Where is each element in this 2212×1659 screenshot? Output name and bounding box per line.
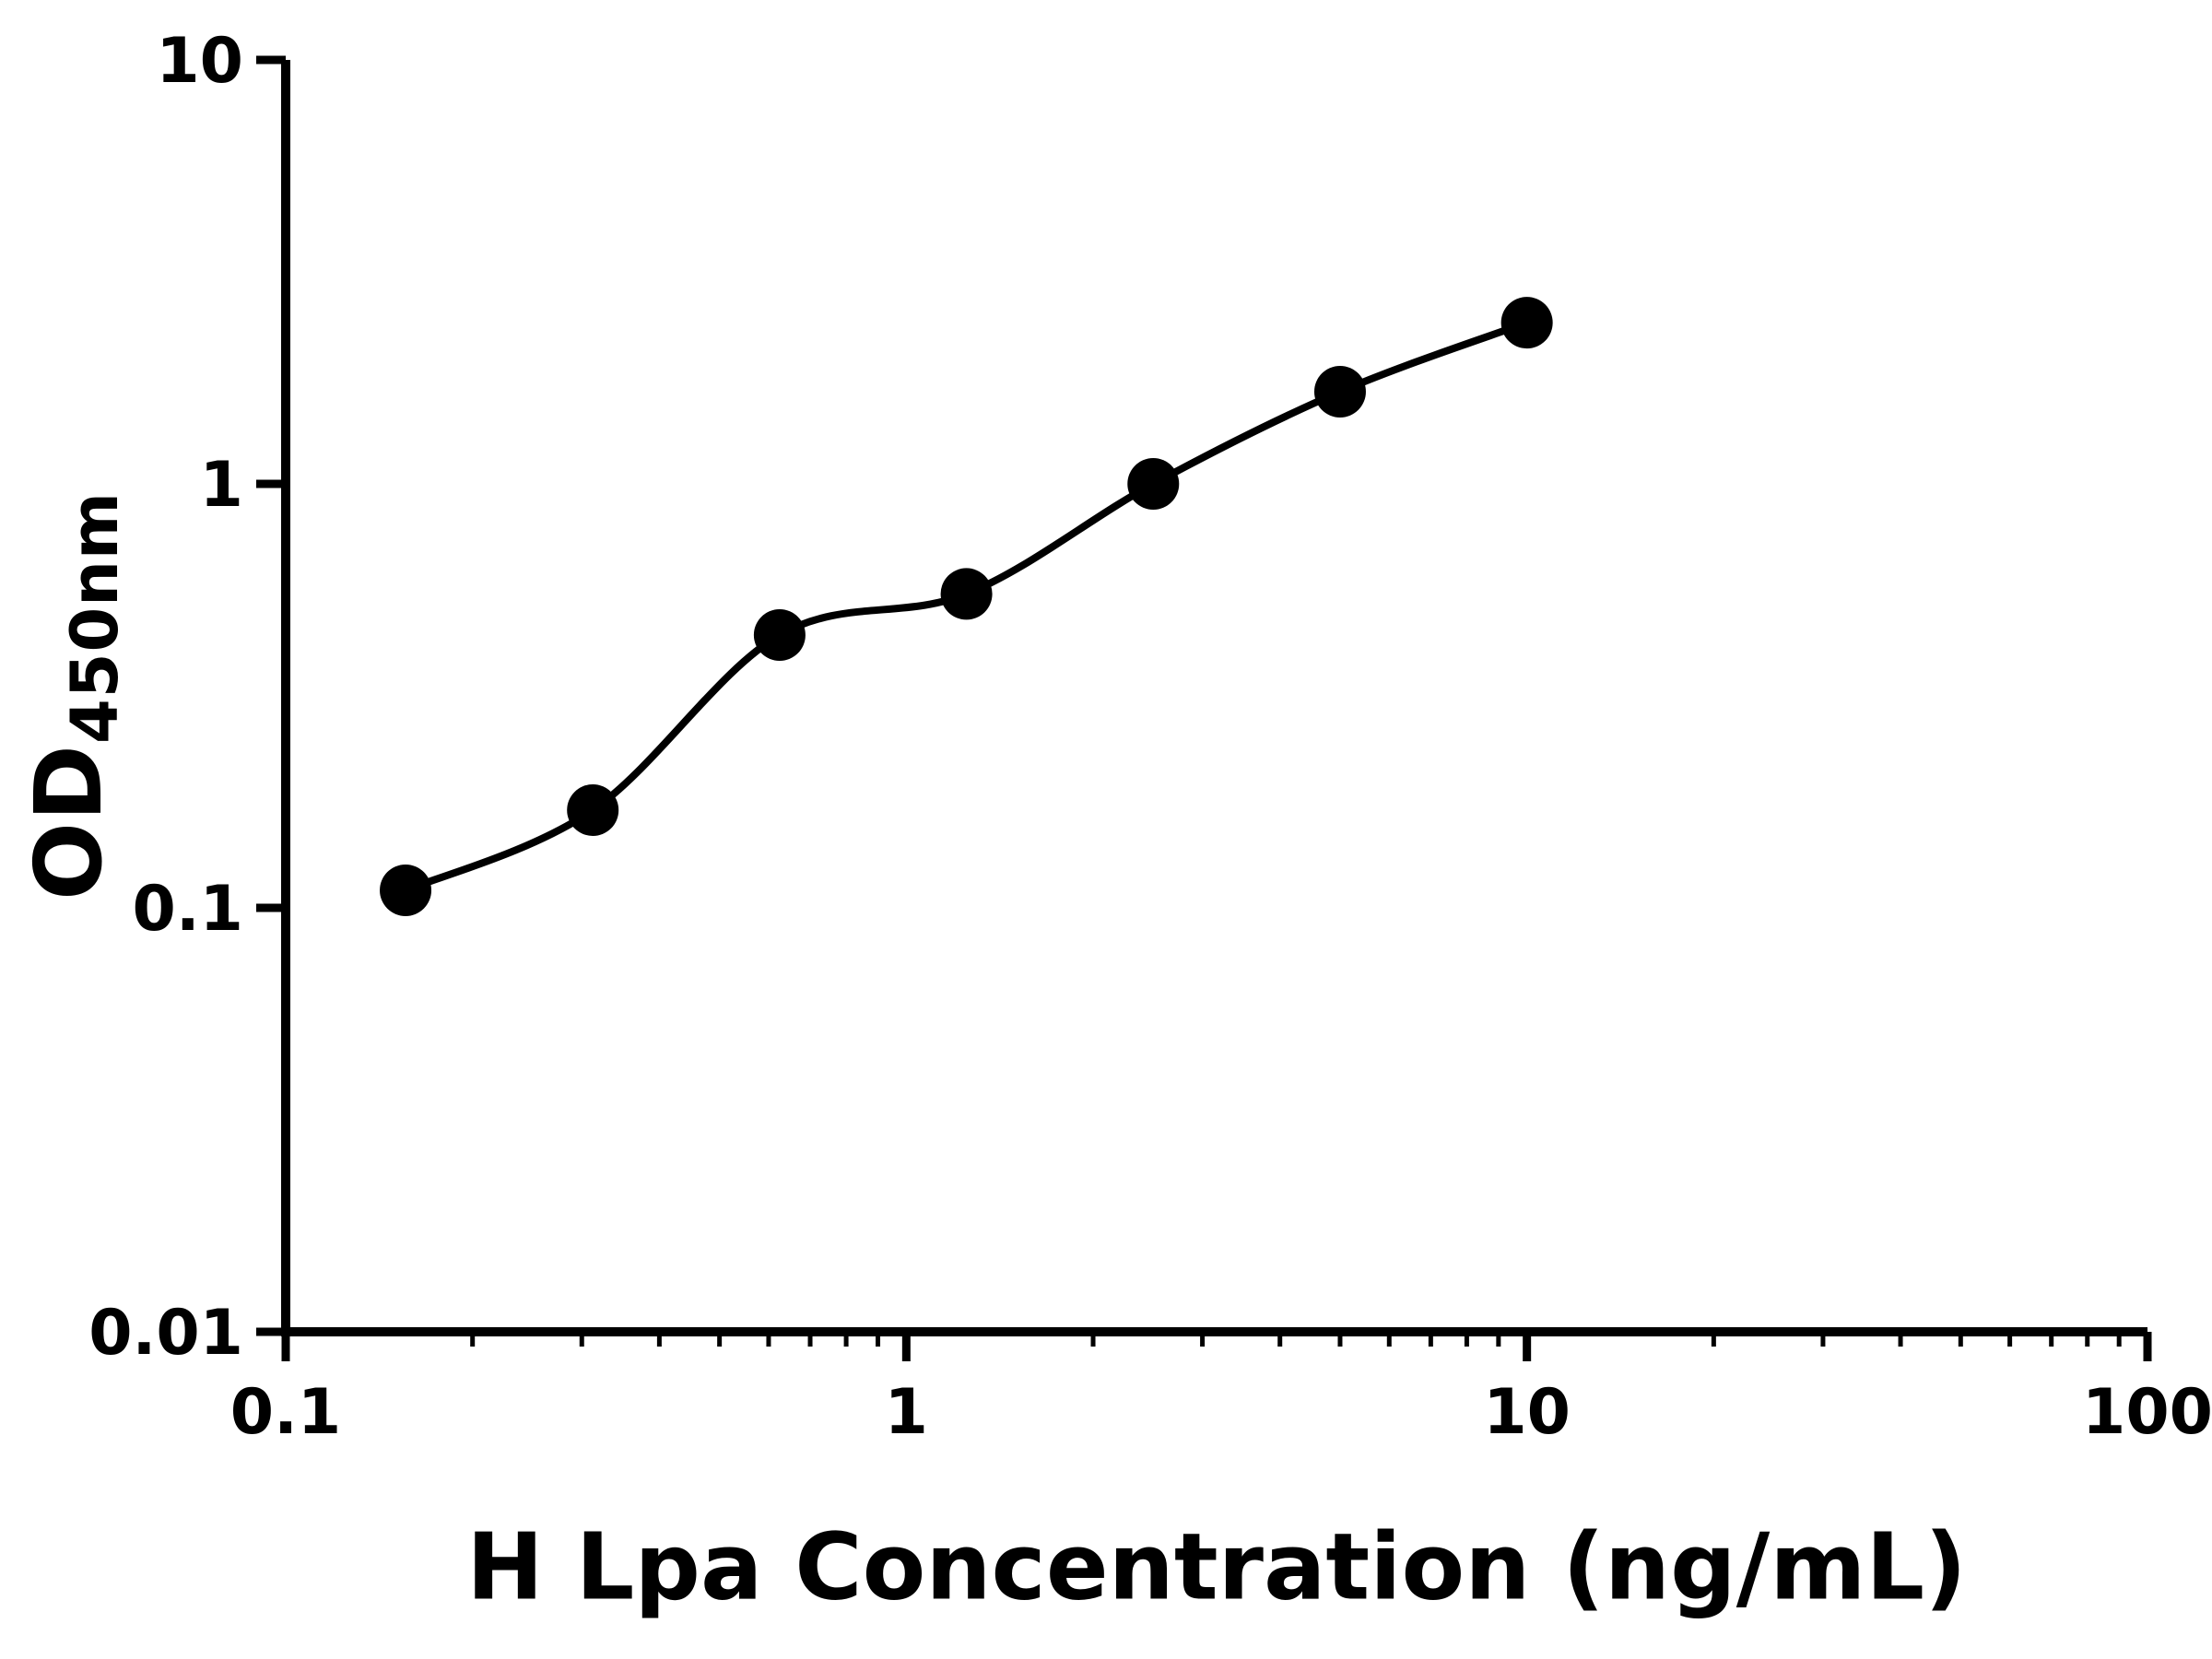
data-point: [380, 864, 432, 916]
y-axis-title-main: OD: [15, 743, 123, 900]
data-point: [1127, 458, 1180, 510]
y-tick-label: 0.1: [133, 873, 243, 946]
y-axis-title: OD450nm: [15, 491, 133, 900]
y-tick-label: 1: [200, 449, 243, 522]
y-axis-title-sub: 450nm: [57, 491, 133, 744]
x-tick-label: 0.1: [230, 1376, 341, 1449]
x-axis-title: H Lpa Concentration (ng/mL): [466, 1512, 1967, 1621]
data-point: [567, 783, 619, 836]
x-tick-label: 1: [885, 1376, 928, 1449]
data-point: [940, 568, 993, 620]
x-tick-label: 100: [2082, 1376, 2212, 1449]
y-tick-label: 0.01: [88, 1297, 243, 1370]
y-tick-label: 10: [156, 25, 243, 98]
data-point: [1500, 297, 1553, 349]
data-point: [753, 609, 806, 662]
data-point: [1313, 365, 1366, 418]
x-tick-label: 10: [1483, 1376, 1571, 1449]
